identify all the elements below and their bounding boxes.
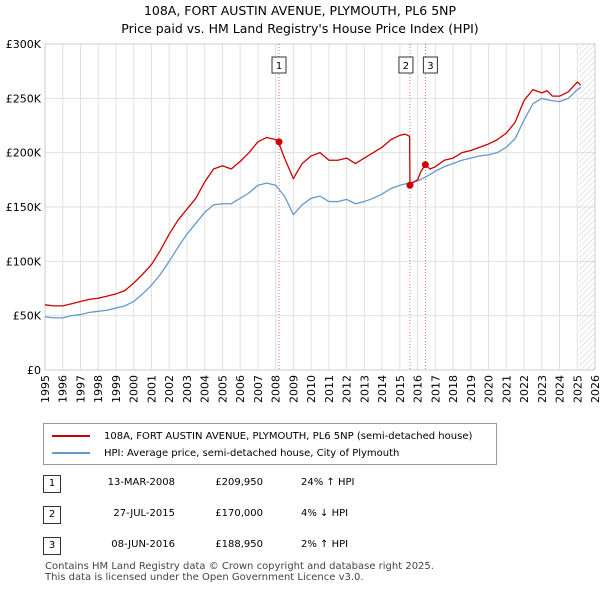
x-tick-label: 2017	[429, 375, 442, 403]
transaction-price: £209,950	[215, 477, 263, 488]
legend-item-price: 108A, FORT AUSTIN AVENUE, PLYMOUTH, PL6 …	[52, 428, 472, 444]
legend-item-hpi: HPI: Average price, semi-detached house,…	[52, 445, 399, 461]
footer-copyright: Contains HM Land Registry data © Crown c…	[45, 561, 434, 572]
x-tick-label: 2001	[145, 375, 158, 403]
x-tick-label: 2003	[181, 375, 194, 403]
x-tick-label: 2010	[305, 375, 318, 403]
x-tick-label: 2004	[199, 375, 212, 403]
transaction-date: 13-MAR-2008	[107, 477, 175, 488]
price-line-swatch	[52, 435, 90, 437]
transaction-date: 27-JUL-2015	[113, 508, 175, 519]
x-tick-label: 2000	[128, 375, 141, 403]
x-tick-label: 2022	[518, 375, 531, 403]
price-chart: 1 2 3 £0 £50K £100K £150K £200K £250K £300K 1995 19…	[6, 38, 600, 403]
sale-label: 2	[403, 61, 409, 72]
sale-label-box	[422, 56, 438, 74]
transaction-date: 08-JUN-2016	[111, 539, 175, 550]
transaction-number: 3	[43, 537, 61, 555]
transaction-number: 1	[43, 475, 61, 493]
x-tick-label: 2005	[216, 375, 229, 403]
chart-title: 108A, FORT AUSTIN AVENUE, PLYMOUTH, PL6 …	[143, 3, 457, 18]
y-tick-label: £200K	[6, 147, 42, 160]
x-tick-label: 2008	[270, 375, 283, 403]
x-tick-label: 2006	[234, 375, 247, 403]
sale-label-box	[271, 56, 287, 74]
legend: 108A, FORT AUSTIN AVENUE, PLYMOUTH, PL6 …	[43, 423, 497, 465]
sale-label-box	[398, 56, 414, 74]
x-tick-label: 1997	[74, 375, 87, 403]
y-tick-label: £150K	[6, 201, 42, 214]
x-tick-label: 1996	[57, 375, 70, 403]
forecast-hatch-region	[579, 44, 595, 370]
sale-label: 1	[276, 61, 282, 72]
transaction-hpi: 2% ↑ HPI	[301, 539, 349, 550]
price-paid-line	[44, 81, 582, 307]
x-tick-label: 2016	[412, 375, 425, 403]
x-tick-label: 2007	[252, 375, 265, 403]
x-tick-label: 2024	[554, 375, 567, 403]
hpi-line-swatch	[52, 452, 90, 454]
sale-point	[406, 181, 414, 189]
x-tick-label: 2020	[483, 375, 496, 403]
x-tick-label: 1995	[39, 375, 52, 403]
sale-label: 3	[427, 61, 433, 72]
x-tick-label: 2012	[341, 375, 354, 403]
x-tick-label: 2015	[394, 375, 407, 403]
transaction-price: £188,950	[215, 539, 263, 550]
x-tick-label: 2025	[571, 375, 584, 403]
x-tick-label: 2026	[589, 375, 600, 403]
x-tick-label: 2013	[358, 375, 371, 403]
footer-licence: This data is licensed under the Open Gov…	[45, 572, 364, 583]
legend-price-label: 108A, FORT AUSTIN AVENUE, PLYMOUTH, PL6 …	[104, 430, 473, 442]
hpi-line	[44, 86, 582, 319]
x-tick-label: 1999	[110, 375, 123, 403]
x-tick-label: 2023	[536, 375, 549, 403]
y-tick-label: £100K	[6, 255, 42, 268]
transaction-hpi: 24% ↑ HPI	[301, 477, 355, 488]
plot-border	[44, 43, 596, 371]
x-tick-label: 2019	[465, 375, 478, 403]
y-tick-label: £0	[27, 364, 41, 377]
transaction-hpi: 4% ↓ HPI	[301, 508, 349, 519]
x-tick-label: 2021	[500, 375, 513, 403]
chart-subtitle: Price paid vs. HM Land Registry's House …	[121, 21, 479, 36]
transaction-price: £170,000	[215, 508, 263, 519]
transaction-number: 2	[43, 506, 61, 524]
legend-hpi-label: HPI: Average price, semi-detached house,…	[104, 447, 400, 459]
sale-point	[421, 161, 429, 169]
sale-point	[275, 138, 283, 146]
x-tick-label: 2011	[323, 375, 336, 403]
x-tick-label: 1998	[92, 375, 105, 403]
y-tick-label: £250K	[6, 92, 42, 105]
y-tick-label: £50K	[13, 310, 42, 323]
x-tick-label: 2014	[376, 375, 389, 403]
x-tick-label: 2018	[447, 375, 460, 403]
x-tick-label: 2002	[163, 375, 176, 403]
y-tick-label: £300K	[6, 38, 42, 51]
x-tick-label: 2009	[287, 375, 300, 403]
